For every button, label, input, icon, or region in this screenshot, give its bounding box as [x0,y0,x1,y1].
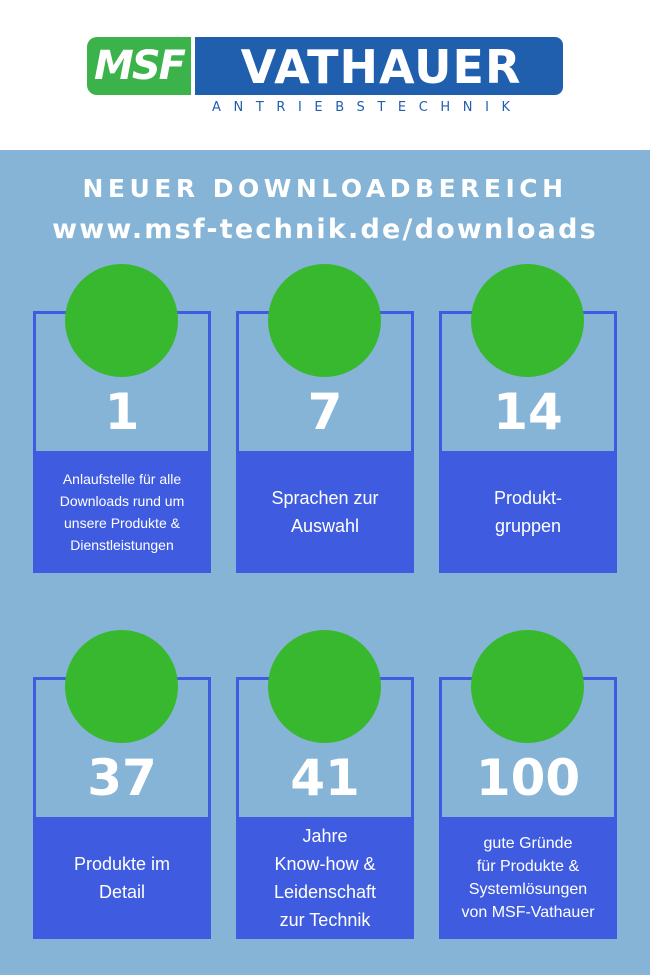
downloads-url[interactable]: www.msf-technik.de/downloads [52,214,598,245]
stat-number: 14 [493,383,563,441]
stat-number: 100 [475,749,581,807]
stat-card-products: 37 Produkte im Detail [33,630,211,939]
main-panel: NEUER DOWNLOADBEREICH www.msf-technik.de… [0,150,650,975]
msf-vathauer-logo[interactable]: MSF VATHAUER [87,37,563,95]
stat-description: gute Gründe für Produkte & Systemlösunge… [439,817,617,939]
stat-number: 41 [290,749,360,807]
stat-card-reasons: 100 gute Gründe für Produkte & Systemlös… [439,630,617,939]
logo-name-block: VATHAUER [191,37,563,95]
stat-number: 1 [104,383,140,441]
stat-description: Produkte im Detail [33,817,211,939]
stat-description: Jahre Know-how & Leidenschaft zur Techni… [236,817,414,939]
stat-number: 37 [87,749,157,807]
green-circle-icon [268,630,381,743]
stat-card-languages: 7 Sprachen zur Auswahl [236,264,414,573]
stat-number: 7 [307,383,343,441]
green-circle-icon [268,264,381,377]
header: MSF VATHAUER ANTRIEBSTECHNIK [0,0,650,150]
stat-card-years: 41 Jahre Know-how & Leidenschaft zur Tec… [236,630,414,939]
logo-tagline: ANTRIEBSTECHNIK [212,100,523,115]
green-circle-icon [65,630,178,743]
green-circle-icon [65,264,178,377]
green-circle-icon [471,264,584,377]
stat-description: Anlaufstelle für alle Downloads rund um … [33,451,211,573]
logo-name-text: VATHAUER [240,40,522,94]
stat-card-contact-point: 1 Anlaufstelle für alle Downloads rund u… [33,264,211,573]
stat-description: Produkt- gruppen [439,451,617,573]
logo-msf-text: MSF [94,43,186,89]
green-circle-icon [471,630,584,743]
stat-description: Sprachen zur Auswahl [236,451,414,573]
page-title: NEUER DOWNLOADBEREICH [82,174,568,203]
stat-card-product-groups: 14 Produkt- gruppen [439,264,617,573]
logo-msf-block: MSF [87,37,191,95]
